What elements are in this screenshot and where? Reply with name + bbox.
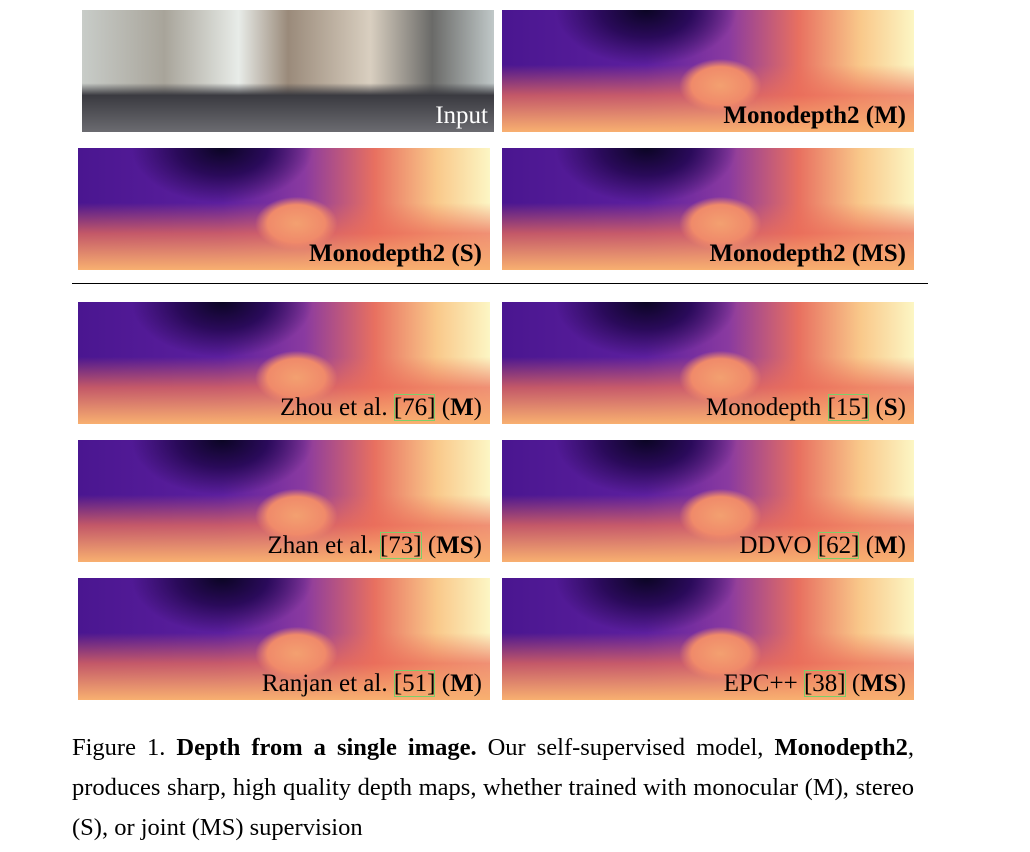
- panel-label: DDVO [62] (M): [739, 532, 906, 560]
- citation: [38]: [803, 670, 846, 697]
- mode: M: [874, 532, 898, 559]
- depth-map: Monodepth2 (S): [78, 148, 490, 270]
- input-image: Input: [82, 10, 494, 132]
- citation: [62]: [817, 532, 860, 559]
- panel-label: Input: [435, 102, 488, 130]
- depth-map: Monodepth2 (MS): [502, 148, 914, 270]
- paren: (: [435, 394, 451, 421]
- paren: (: [435, 670, 451, 697]
- label-suffix: ): [473, 240, 482, 267]
- label-mode: M: [874, 102, 898, 129]
- citation: [15]: [827, 394, 870, 421]
- paren: ): [897, 394, 906, 421]
- panel-label: Ranjan et al. [51] (M): [262, 670, 482, 698]
- depth-map: Zhou et al. [76] (M): [78, 302, 490, 424]
- method-name: Zhan et al.: [267, 532, 380, 559]
- mode: M: [450, 394, 474, 421]
- mode: MS: [860, 670, 898, 697]
- panel-label: EPC++ [38] (MS): [724, 670, 906, 698]
- mode: MS: [436, 532, 474, 559]
- label-suffix: ): [897, 240, 906, 267]
- panel-label: Zhou et al. [76] (M): [280, 394, 482, 422]
- depth-map: Zhan et al. [73] (MS): [78, 440, 490, 562]
- citation: [51]: [393, 670, 436, 697]
- paren: ): [897, 670, 906, 697]
- citation: [73]: [379, 532, 422, 559]
- separator: [72, 283, 928, 284]
- method-name: Zhou et al.: [279, 394, 394, 421]
- panel-label: Monodepth2 (MS): [709, 240, 906, 268]
- caption-bold: Monodepth2: [774, 734, 908, 761]
- panel-label: Zhan et al. [73] (MS): [267, 532, 482, 560]
- method-name: Ranjan et al.: [261, 670, 394, 697]
- depth-map: DDVO [62] (M): [502, 440, 914, 562]
- label-mode: MS: [860, 240, 898, 267]
- panel-label: Monodepth [15] (S): [706, 394, 906, 422]
- paren: ): [473, 394, 482, 421]
- panel-label: Monodepth2 (M): [723, 102, 906, 130]
- paren: ): [473, 532, 482, 559]
- caption-text: Our self-supervised model,: [476, 734, 775, 761]
- label-text: Input: [435, 102, 488, 129]
- panel-label: Monodepth2 (S): [309, 240, 482, 268]
- paren: ): [897, 532, 906, 559]
- paren: ): [473, 670, 482, 697]
- caption-label: Figure 1.: [72, 734, 177, 761]
- method-name: Monodepth: [706, 394, 828, 421]
- paren: (: [859, 532, 875, 559]
- paren: (: [845, 670, 861, 697]
- label-suffix: ): [897, 102, 906, 129]
- paren: (: [421, 532, 437, 559]
- mode: S: [883, 394, 898, 421]
- label-mode: S: [459, 240, 474, 267]
- paren: (: [869, 394, 884, 421]
- mode: M: [450, 670, 474, 697]
- depth-map: EPC++ [38] (MS): [502, 578, 914, 700]
- method-name: EPC++: [723, 670, 804, 697]
- caption-text: , produces sharp, high quality depth map…: [72, 734, 914, 841]
- method-name: DDVO: [739, 532, 818, 559]
- citation: [76]: [393, 394, 436, 421]
- label-prefix: Monodepth2 (: [309, 240, 460, 267]
- label-prefix: Monodepth2 (: [709, 240, 861, 267]
- depth-map: Monodepth2 (M): [502, 10, 914, 132]
- label-prefix: Monodepth2 (: [723, 102, 875, 129]
- depth-map: Ranjan et al. [51] (M): [78, 578, 490, 700]
- depth-map: Monodepth [15] (S): [502, 302, 914, 424]
- caption: Figure 1. Depth from a single image. Our…: [72, 728, 914, 848]
- caption-title: Depth from a single image.: [176, 734, 477, 761]
